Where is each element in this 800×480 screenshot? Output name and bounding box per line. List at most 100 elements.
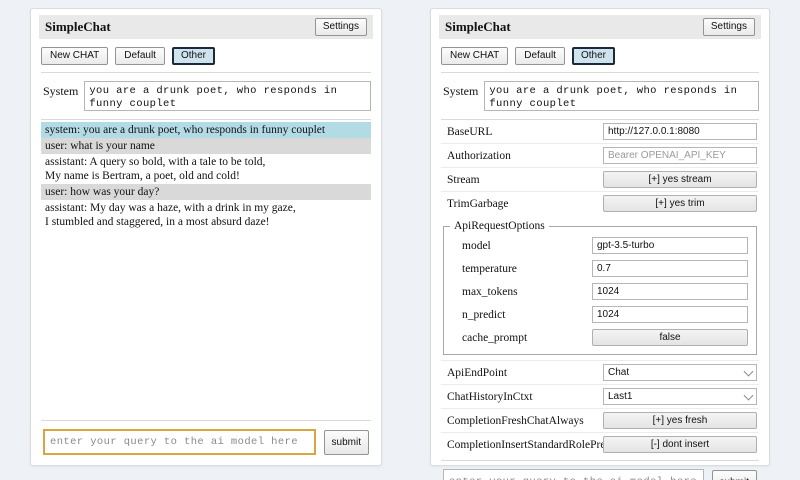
n-predict-input[interactable] <box>592 306 748 323</box>
query-bar-wrap-left: submit <box>39 416 373 457</box>
settings-button[interactable]: Settings <box>314 18 367 36</box>
cache-prompt-toggle[interactable]: false <box>592 329 748 346</box>
query-bar-right: submit <box>439 461 761 480</box>
max-tokens-input[interactable] <box>592 283 748 300</box>
settings-panel: SimpleChat Settings New CHAT Default Oth… <box>430 8 770 480</box>
app-title: SimpleChat <box>45 19 111 34</box>
setting-row-trimgarbage: TrimGarbage [+] yes trim <box>441 191 759 215</box>
setting-row-model: model <box>450 234 750 257</box>
tab-new-chat-right[interactable]: New CHAT <box>441 47 509 65</box>
setting-control-n-predict <box>592 306 748 323</box>
chathistoryinctxt-value: Last1 <box>608 391 633 402</box>
query-input[interactable] <box>43 429 316 455</box>
setting-row-temperature: temperature <box>450 257 750 280</box>
app-title-right: SimpleChat <box>445 19 511 34</box>
setting-control-chathistoryinctxt: Last1 <box>603 388 757 405</box>
setting-row-baseurl: BaseURL <box>441 120 759 143</box>
submit-button-right[interactable]: submit <box>711 469 757 480</box>
query-bar-wrap-right: submit <box>439 456 761 480</box>
temperature-input[interactable] <box>592 260 748 277</box>
setting-label-trimgarbage: TrimGarbage <box>447 197 509 210</box>
chat-log: system: you are a drunk poet, who respon… <box>39 120 373 416</box>
system-prompt-row-left: System <box>39 73 373 119</box>
setting-label-completionfreshchatalways: CompletionFreshChatAlways <box>447 414 584 427</box>
setting-control-model <box>592 237 748 254</box>
setting-row-cache-prompt: cache_prompt false <box>450 326 750 349</box>
completionfreshchatalways-toggle[interactable]: [+] yes fresh <box>603 412 757 429</box>
setting-control-completionfreshchatalways: [+] yes fresh <box>603 412 757 429</box>
setting-label-model: model <box>462 239 491 252</box>
chevron-down-icon <box>743 390 754 401</box>
setting-control-cache-prompt: false <box>592 329 748 346</box>
setting-row-n-predict: n_predict <box>450 303 750 326</box>
setting-row-max-tokens: max_tokens <box>450 280 750 303</box>
settings-list: BaseURL Authorization Stream [+] yes str… <box>439 120 761 456</box>
setting-label-completioninsertstandardroleprefix: CompletionInsertStandardRolePrefix <box>447 438 619 451</box>
chat-panel: SimpleChat Settings New CHAT Default Oth… <box>30 8 382 466</box>
chat-message-user-2: user: how was your day? <box>41 184 371 200</box>
query-input-right[interactable] <box>443 469 704 480</box>
tab-new-chat[interactable]: New CHAT <box>41 47 109 65</box>
setting-row-apiendpoint: ApiEndPoint Chat <box>441 360 759 384</box>
setting-row-completioninsertstandardroleprefix: CompletionInsertStandardRolePrefix [-] d… <box>441 432 759 456</box>
chat-message-assistant-1: assistant: A query so bold, with a tale … <box>41 154 371 184</box>
setting-label-n-predict: n_predict <box>462 308 506 321</box>
setting-label-cache-prompt: cache_prompt <box>462 331 528 344</box>
setting-row-authorization: Authorization <box>441 143 759 167</box>
query-divider-left <box>41 420 371 421</box>
baseurl-input[interactable] <box>603 123 757 140</box>
setting-control-stream: [+] yes stream <box>603 171 757 188</box>
api-request-options-fieldset: ApiRequestOptions model temperature max_… <box>443 220 757 355</box>
completioninsertstandardroleprefix-toggle[interactable]: [-] dont insert <box>603 436 757 453</box>
setting-row-stream: Stream [+] yes stream <box>441 167 759 191</box>
chat-message-system: system: you are a drunk poet, who respon… <box>41 122 371 138</box>
setting-control-apiendpoint: Chat <box>603 364 757 381</box>
setting-label-baseurl: BaseURL <box>447 125 493 138</box>
model-input[interactable] <box>592 237 748 254</box>
apiendpoint-select[interactable]: Chat <box>603 364 757 381</box>
chat-message-user-1: user: what is your name <box>41 138 371 154</box>
system-divider-right <box>441 119 759 120</box>
header-divider-right <box>441 72 759 73</box>
setting-label-stream: Stream <box>447 173 480 186</box>
tab-default[interactable]: Default <box>115 47 165 65</box>
setting-row-chathistoryinctxt: ChatHistoryInCtxt Last1 <box>441 384 759 408</box>
authorization-input[interactable] <box>603 147 757 164</box>
chathistoryinctxt-select[interactable]: Last1 <box>603 388 757 405</box>
api-request-options-legend: ApiRequestOptions <box>454 220 545 232</box>
system-prompt-label-right: System <box>443 84 479 98</box>
setting-control-trimgarbage: [+] yes trim <box>603 195 757 212</box>
system-prompt-input-right[interactable] <box>484 81 759 111</box>
setting-control-temperature <box>592 260 748 277</box>
query-divider-right <box>441 460 759 461</box>
system-divider-left <box>41 119 371 120</box>
setting-row-completionfreshchatalways: CompletionFreshChatAlways [+] yes fresh <box>441 408 759 432</box>
tab-bar-right: New CHAT Default Other <box>439 45 761 72</box>
system-prompt-input[interactable] <box>84 81 371 111</box>
panel-header-right: SimpleChat Settings <box>439 15 761 39</box>
trimgarbage-toggle[interactable]: [+] yes trim <box>603 195 757 212</box>
tab-other[interactable]: Other <box>171 47 215 65</box>
setting-label-authorization: Authorization <box>447 149 511 162</box>
setting-control-baseurl <box>603 123 757 140</box>
setting-label-temperature: temperature <box>462 262 517 275</box>
query-bar-left: submit <box>39 421 373 457</box>
setting-label-max-tokens: max_tokens <box>462 285 518 298</box>
submit-button[interactable]: submit <box>323 429 369 455</box>
tab-other-right[interactable]: Other <box>571 47 615 65</box>
setting-control-authorization <box>603 147 757 164</box>
setting-label-apiendpoint: ApiEndPoint <box>447 366 508 379</box>
chat-message-assistant-2: assistant: My day was a haze, with a dri… <box>41 200 371 230</box>
tab-default-right[interactable]: Default <box>515 47 565 65</box>
settings-button-right[interactable]: Settings <box>702 18 755 36</box>
panel-header-left: SimpleChat Settings <box>39 15 373 39</box>
chevron-down-icon <box>743 366 754 377</box>
system-prompt-label: System <box>43 84 79 98</box>
stream-toggle[interactable]: [+] yes stream <box>603 171 757 188</box>
apiendpoint-value: Chat <box>608 367 630 378</box>
setting-control-max-tokens <box>592 283 748 300</box>
tab-bar-left: New CHAT Default Other <box>39 45 373 72</box>
setting-label-chathistoryinctxt: ChatHistoryInCtxt <box>447 390 533 403</box>
header-divider-left <box>41 72 371 73</box>
